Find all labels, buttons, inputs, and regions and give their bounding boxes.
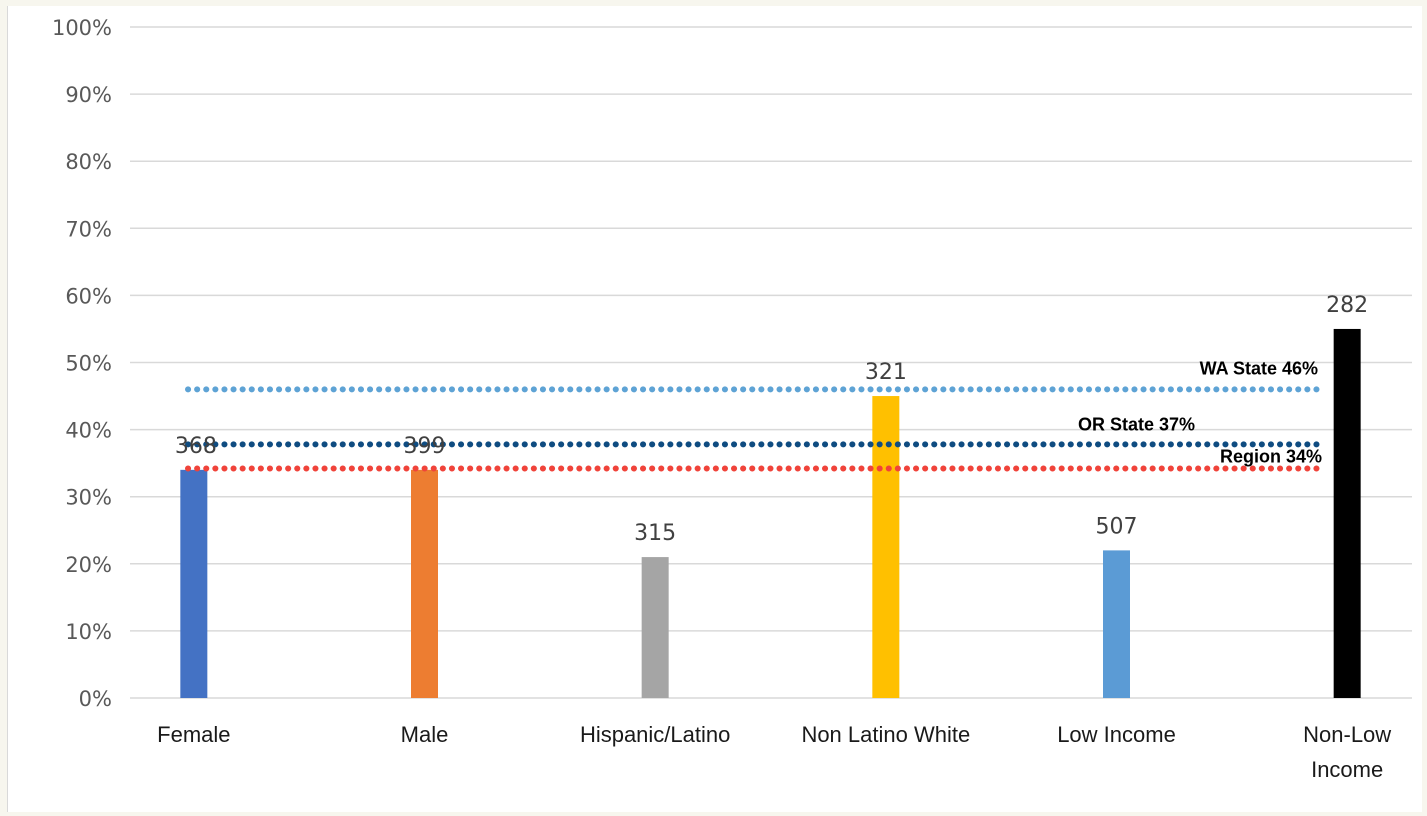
category-label: Hispanic/Latino <box>580 722 730 747</box>
bar-2 <box>641 557 669 698</box>
reference-line-label: WA State 46% <box>1200 358 1318 378</box>
y-tick-label: 30% <box>65 486 112 510</box>
bar-1 <box>411 469 438 698</box>
bar-5 <box>1333 328 1361 698</box>
reference-lines: WA State 46% OR State 37% Region 34% <box>185 358 1322 472</box>
data-label: 507 <box>1096 514 1138 539</box>
y-tick-label: 10% <box>65 620 112 644</box>
category-label: Male <box>401 722 449 747</box>
data-label: 368 <box>175 434 217 459</box>
y-tick-label: 40% <box>65 419 112 443</box>
category-label: Non Latino White <box>801 722 970 747</box>
data-label: 315 <box>634 521 676 546</box>
data-labels: 368 399 315 321 507 282 <box>175 293 1368 546</box>
category-label: Non-Low <box>1303 722 1391 747</box>
chart-frame <box>7 6 1422 812</box>
bar-0 <box>180 469 208 698</box>
y-tick-label: 20% <box>65 553 112 577</box>
data-label: 399 <box>404 434 446 459</box>
gridlines <box>130 26 1412 699</box>
reference-line-label: Region 34% <box>1220 447 1322 467</box>
y-tick-label: 90% <box>65 83 112 107</box>
category-label: Female <box>157 722 230 747</box>
y-axis-ticks: 0% 10% 20% 30% 40% 50% 60% 70% 80% 90% 100% <box>52 16 112 711</box>
data-label: 321 <box>865 360 907 385</box>
y-tick-label: 70% <box>65 217 112 241</box>
bars <box>180 328 1361 698</box>
reference-line-label: OR State 37% <box>1078 414 1195 434</box>
category-label: Income <box>1311 757 1383 782</box>
y-tick-label: 60% <box>65 284 112 308</box>
y-tick-label: 100% <box>52 16 112 40</box>
category-label: Low Income <box>1057 722 1176 747</box>
data-label: 282 <box>1326 293 1368 318</box>
y-tick-label: 0% <box>79 687 112 711</box>
bar-4 <box>1103 550 1130 698</box>
x-axis-categories: Female Male Hispanic/Latino Non Latino Whit… <box>157 722 1391 782</box>
bar-3 <box>872 396 900 698</box>
y-tick-label: 80% <box>65 150 112 174</box>
y-tick-label: 50% <box>65 352 112 376</box>
